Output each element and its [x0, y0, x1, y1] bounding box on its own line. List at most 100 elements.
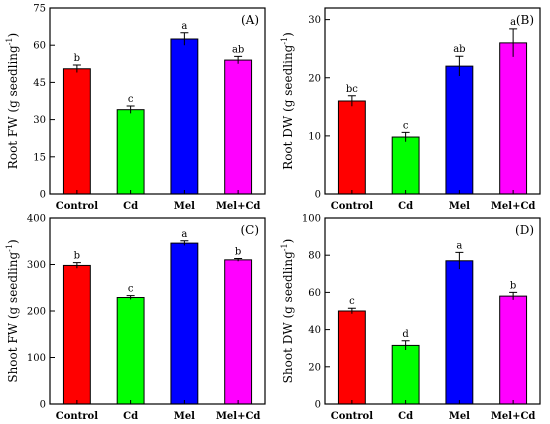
y-tick-label: 300: [27, 260, 46, 271]
bar-mel: [170, 38, 199, 195]
significance-letter: a: [510, 17, 516, 28]
error-bar: [180, 32, 189, 46]
significance-letter: bc: [346, 84, 358, 95]
category-label: Mel+Cd: [491, 411, 536, 422]
y-axis-label: Root FW (g seedling-1): [5, 33, 20, 169]
category-label: Control: [331, 411, 373, 422]
bar-mel-cd: [499, 42, 528, 195]
significance-letter: b: [510, 280, 516, 291]
y-tick-label: 0: [40, 400, 46, 411]
plot-frame: [324, 7, 541, 195]
bar-control: [337, 100, 366, 195]
error-bar: [126, 295, 135, 300]
error-bar: [72, 64, 81, 73]
panel-label: (D): [515, 223, 534, 237]
bar-control: [62, 264, 91, 405]
y-tick-label: 60: [308, 288, 321, 299]
bar-control: [337, 310, 366, 405]
y-axis-label: Shoot FW (g seedling-1): [5, 239, 20, 382]
bar-cd: [116, 109, 145, 195]
error-bar: [455, 251, 464, 270]
category-label: Cd: [398, 201, 413, 212]
category-label: Control: [56, 201, 98, 212]
bar-mel-cd: [224, 59, 253, 195]
category-label: Mel: [174, 201, 195, 212]
category-label: Control: [56, 411, 98, 422]
y-tick-label: 200: [27, 307, 46, 318]
bar-mel: [445, 260, 474, 405]
y-tick-label: 0: [315, 190, 321, 201]
category-label: Mel+Cd: [216, 201, 261, 212]
significance-letter: b: [235, 246, 241, 257]
significance-letter: a: [181, 21, 187, 32]
y-tick-label: 30: [33, 115, 46, 126]
error-bar: [455, 55, 464, 77]
category-label: Mel: [449, 201, 470, 212]
bar-mel-cd: [224, 259, 253, 405]
bar-control: [62, 68, 91, 195]
panel-label: (B): [516, 13, 534, 27]
panel-label: (C): [240, 223, 259, 237]
plot-frame: [49, 7, 266, 195]
y-tick-label: 10: [308, 131, 321, 142]
y-tick-label: 30: [308, 15, 321, 26]
category-label: Cd: [123, 201, 138, 212]
chart-panel-2: bc Control c Cd ab Mel a Mel+Cd 0 10 20 30 Root DW (…: [280, 7, 541, 212]
significance-letter: c: [403, 120, 409, 131]
significance-letter: b: [74, 53, 80, 64]
y-tick-label: 60: [33, 41, 46, 52]
significance-letter: b: [74, 251, 80, 262]
significance-letter: c: [128, 284, 134, 295]
error-bar: [72, 262, 81, 269]
category-label: Mel+Cd: [491, 201, 536, 212]
error-bar: [509, 28, 518, 57]
chart-panel-1: b Control c Cd a Mel ab Mel+Cd 0 15 30 45 60 75 Root F…: [5, 4, 266, 212]
error-bar: [401, 131, 410, 142]
significance-letter: c: [349, 296, 355, 307]
error-bar: [234, 257, 243, 262]
significance-letter: a: [456, 240, 462, 251]
error-bar: [347, 307, 356, 314]
significance-letter: d: [402, 329, 409, 340]
y-tick-label: 20: [308, 362, 321, 373]
significance-letter: c: [128, 94, 134, 105]
category-label: Mel: [174, 411, 195, 422]
y-tick-label: 400: [27, 214, 46, 225]
y-axis-label: Shoot DW (g seedling-1): [280, 239, 295, 384]
y-tick-label: 100: [302, 214, 321, 225]
bar-mel-cd: [499, 295, 528, 405]
y-tick-label: 0: [315, 400, 321, 411]
error-bar: [126, 105, 135, 114]
chart-panel-3: b Control c Cd a Mel b Mel+Cd 0 100 200 300 400 Shoot…: [5, 214, 266, 422]
significance-letter: ab: [453, 44, 465, 55]
panel-label: (A): [241, 13, 259, 27]
bar-cd: [391, 344, 420, 405]
error-bar: [347, 95, 356, 107]
y-tick-label: 0: [40, 190, 46, 201]
category-label: Cd: [123, 411, 138, 422]
bar-cd: [116, 297, 145, 405]
y-tick-label: 20: [308, 73, 321, 84]
significance-letter: ab: [232, 44, 244, 55]
plot-frame: [324, 217, 541, 405]
y-tick-label: 100: [27, 353, 46, 364]
y-tick-label: 40: [308, 325, 321, 336]
category-label: Mel+Cd: [216, 411, 261, 422]
significance-letter: a: [181, 229, 187, 240]
error-bar: [509, 291, 518, 300]
y-tick-label: 75: [33, 4, 46, 15]
error-bar: [401, 340, 410, 351]
category-label: Mel: [449, 411, 470, 422]
y-tick-label: 80: [308, 251, 321, 262]
category-label: Control: [331, 201, 373, 212]
bar-mel: [445, 65, 474, 195]
y-tick-label: 15: [33, 152, 46, 163]
bar-mel: [170, 242, 199, 405]
y-axis-label: Root DW (g seedling-1): [280, 32, 295, 170]
category-label: Cd: [398, 411, 413, 422]
error-bar: [234, 55, 243, 64]
bar-cd: [391, 136, 420, 195]
y-tick-label: 45: [33, 78, 46, 89]
chart-panel-4: c Control d Cd a Mel b Mel+Cd 0 20 40 60 80 100 Shoot …: [280, 214, 541, 422]
